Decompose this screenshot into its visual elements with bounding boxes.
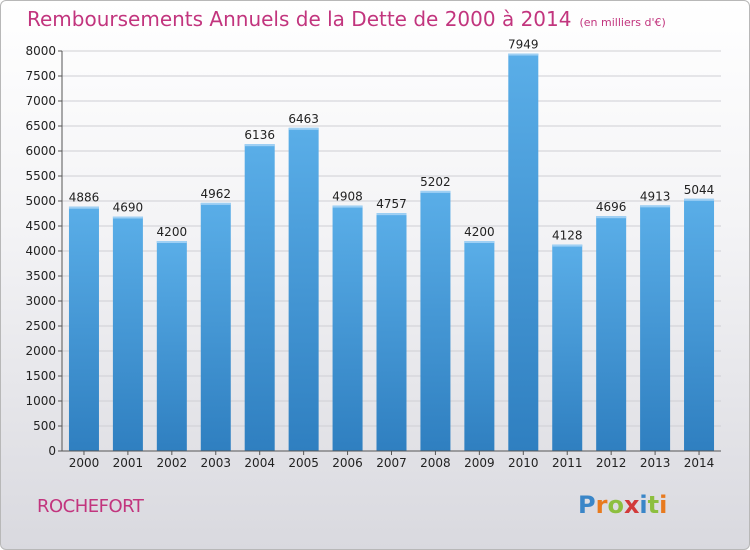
x-tick-label-2005: 2005 xyxy=(288,456,319,470)
y-tick-label: 8000 xyxy=(25,44,56,58)
chart-title-text: Remboursements Annuels de la Dette de 20… xyxy=(27,7,572,31)
bar-top-highlight xyxy=(684,198,715,201)
bar-top-highlight xyxy=(332,205,363,208)
x-tick-label-2012: 2012 xyxy=(596,456,627,470)
data-label-2011: 4128 xyxy=(552,229,583,243)
data-label-2014: 5044 xyxy=(684,183,715,197)
bar-2002 xyxy=(156,241,187,451)
data-label-2008: 5202 xyxy=(420,175,451,189)
y-tick-label: 2000 xyxy=(25,344,56,358)
x-tick-label-2008: 2008 xyxy=(420,456,451,470)
bar-2004 xyxy=(244,144,275,451)
data-label-2000: 4886 xyxy=(69,191,100,205)
data-label-2003: 4962 xyxy=(200,187,231,201)
y-tick-label: 4000 xyxy=(25,244,56,258)
logo-letter: t xyxy=(647,491,660,519)
y-tick-label: 1500 xyxy=(25,369,56,383)
logo-letter: P xyxy=(578,491,596,519)
bar-top-highlight xyxy=(376,213,407,216)
bar-2005 xyxy=(288,127,319,451)
bar-2001 xyxy=(112,216,143,451)
logo-letter: i xyxy=(659,491,668,519)
bar-top-highlight xyxy=(508,53,539,56)
x-tick-label-2003: 2003 xyxy=(200,456,231,470)
bar-2008 xyxy=(420,190,451,451)
data-label-2013: 4913 xyxy=(640,189,671,203)
bar-top-highlight xyxy=(156,241,187,243)
bar-top-highlight xyxy=(420,190,451,193)
data-label-2007: 4757 xyxy=(376,197,407,211)
bar-2013 xyxy=(640,205,671,451)
data-label-2010: 7949 xyxy=(508,38,539,52)
y-tick-label: 5000 xyxy=(25,194,56,208)
bar-top-highlight xyxy=(68,206,99,209)
bar-top-highlight xyxy=(640,205,671,208)
bar-top-highlight xyxy=(288,127,319,130)
logo-letter: x xyxy=(623,491,640,519)
x-tick-label-2000: 2000 xyxy=(69,456,100,470)
x-axis: 2000 2001 2002 2003 2004 2005 2006 2007 2008 2009… xyxy=(62,450,721,470)
bar-2011 xyxy=(552,244,583,451)
y-tick-label: 7500 xyxy=(25,69,56,83)
y-axis: 0 500 1000 1500 2000 2500 3000 3500 4000 4500 5000… xyxy=(25,44,63,458)
x-tick-label-2014: 2014 xyxy=(684,456,715,470)
bar-top-highlight xyxy=(596,216,627,219)
y-tick-label: 1000 xyxy=(25,394,56,408)
bar-2003 xyxy=(200,202,231,451)
y-tick-label: 0 xyxy=(48,444,56,458)
x-tick-label-2001: 2001 xyxy=(113,456,144,470)
bar-top-highlight xyxy=(244,144,275,147)
bar-2000 xyxy=(68,206,99,451)
bar-2009 xyxy=(464,241,495,451)
logo-letter: r xyxy=(595,491,608,519)
x-tick-label-2004: 2004 xyxy=(244,456,275,470)
data-label-2004: 6136 xyxy=(244,128,275,142)
bar-2012 xyxy=(596,216,627,451)
data-label-2009: 4200 xyxy=(464,225,495,239)
bar-top-highlight xyxy=(200,202,231,205)
y-tick-label: 7000 xyxy=(25,94,56,108)
data-label-2005: 6463 xyxy=(288,112,319,126)
logo-letter: i xyxy=(639,491,648,519)
x-tick-label-2011: 2011 xyxy=(552,456,583,470)
x-tick-label-2013: 2013 xyxy=(640,456,671,470)
y-tick-label: 5500 xyxy=(25,169,56,183)
y-tick-label: 6000 xyxy=(25,144,56,158)
logo-letter: o xyxy=(607,491,624,519)
x-tick-label-2002: 2002 xyxy=(157,456,188,470)
y-tick-label: 4500 xyxy=(25,219,56,233)
proxiti-logo[interactable]: Proxiti xyxy=(578,491,667,519)
bar-2014 xyxy=(684,198,715,451)
data-label-2002: 4200 xyxy=(157,225,188,239)
x-tick-label-2009: 2009 xyxy=(464,456,495,470)
x-tick-label-2010: 2010 xyxy=(508,456,539,470)
bar-2006 xyxy=(332,205,363,451)
chart-title: Remboursements Annuels de la Dette de 20… xyxy=(27,7,666,31)
city-name: ROCHEFORT xyxy=(37,496,144,517)
x-tick-label-2007: 2007 xyxy=(376,456,407,470)
bar-top-highlight xyxy=(552,244,583,247)
y-tick-label: 3000 xyxy=(25,294,56,308)
x-tick-label-2006: 2006 xyxy=(332,456,363,470)
bar-2010 xyxy=(508,53,539,452)
y-tick-label: 500 xyxy=(33,419,56,433)
data-label-2012: 4696 xyxy=(596,200,627,214)
bars: 4886 4690 4200 4962 6136 6463 4908 4757 5202 4200… xyxy=(68,38,715,452)
y-tick-label: 2500 xyxy=(25,319,56,333)
y-tick-label: 6500 xyxy=(25,119,56,133)
data-label-2001: 4690 xyxy=(113,201,144,215)
bar-top-highlight xyxy=(464,241,495,243)
chart-subtitle: (en milliers d'€) xyxy=(579,16,666,29)
y-tick-label: 3500 xyxy=(25,269,56,283)
bar-top-highlight xyxy=(112,216,143,219)
bar-2007 xyxy=(376,213,407,451)
data-label-2006: 4908 xyxy=(332,190,363,204)
